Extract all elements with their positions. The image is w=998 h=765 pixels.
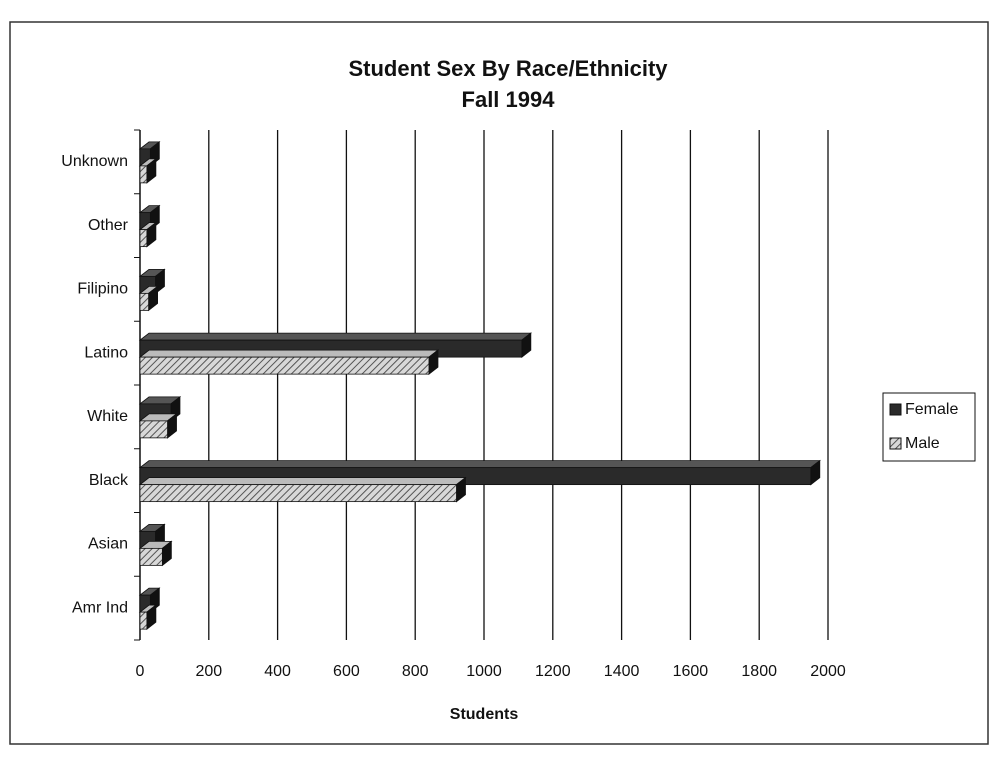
bar xyxy=(139,420,168,439)
bar xyxy=(139,356,430,375)
y-tick-label: Other xyxy=(88,217,129,234)
legend-label: Male xyxy=(905,435,940,452)
y-tick-label: White xyxy=(87,408,128,425)
x-tick-label: 400 xyxy=(264,663,291,680)
x-tick-label: 1600 xyxy=(673,663,709,680)
y-tick-label: Amr Ind xyxy=(72,599,128,616)
bar xyxy=(139,611,148,630)
frame xyxy=(9,21,989,745)
bar-top xyxy=(138,332,533,341)
y-tick-label: Black xyxy=(89,472,129,489)
chart-subtitle: Fall 1994 xyxy=(462,87,556,112)
y-tick-label: Latino xyxy=(84,344,128,361)
chart-title: Student Sex By Race/Ethnicity xyxy=(348,56,668,81)
x-axis-label: Students xyxy=(450,706,519,723)
x-tick-label: 800 xyxy=(402,663,429,680)
legend-label: Female xyxy=(905,401,958,418)
x-tick-label: 2000 xyxy=(810,663,846,680)
x-tick-label: 600 xyxy=(333,663,360,680)
legend-swatch xyxy=(889,437,902,450)
x-tick-label: 1800 xyxy=(741,663,777,680)
y-tick-label: Asian xyxy=(88,536,128,553)
x-tick-label: 0 xyxy=(136,663,145,680)
bar-top xyxy=(138,460,821,469)
x-tick-label: 1400 xyxy=(604,663,640,680)
y-tick-label: Unknown xyxy=(61,153,128,170)
x-tick-label: 200 xyxy=(195,663,222,680)
bar-top xyxy=(138,349,440,358)
x-tick-label: 1000 xyxy=(466,663,502,680)
legend-swatch xyxy=(889,403,902,416)
bar xyxy=(139,484,457,503)
bar-top xyxy=(138,477,467,486)
y-tick-label: Filipino xyxy=(77,281,128,298)
bar xyxy=(139,165,148,184)
bar xyxy=(139,229,148,248)
bar xyxy=(139,292,149,311)
bar xyxy=(139,547,163,566)
x-tick-label: 1200 xyxy=(535,663,571,680)
